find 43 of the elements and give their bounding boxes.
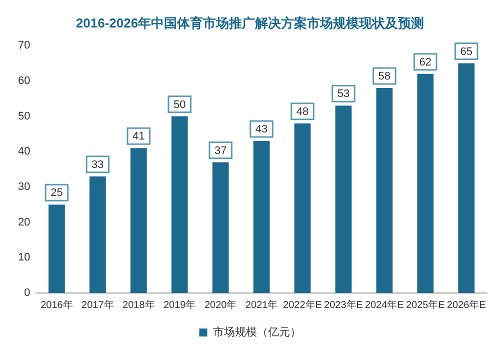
data-label: 41: [132, 130, 145, 143]
y-tick-label: 10: [18, 252, 30, 264]
data-label: 58: [378, 70, 391, 83]
y-tick-label: 20: [18, 216, 30, 228]
bar: [335, 106, 352, 293]
x-tick-label: 2018年: [122, 298, 155, 311]
bar: [48, 204, 65, 293]
bar: [171, 116, 188, 293]
x-tick-label: 2019年: [163, 298, 196, 311]
y-tick-label: 0: [24, 287, 30, 300]
x-tick-label: 2020年: [204, 298, 237, 311]
x-tick-label: 2016年: [40, 298, 73, 311]
data-label: 43: [255, 124, 268, 136]
y-tick-label: 30: [18, 181, 30, 194]
x-tick-label: 2024年E: [364, 298, 404, 311]
data-label: 25: [50, 187, 63, 200]
x-tick-label: 2023年E: [324, 298, 364, 311]
data-label: 48: [296, 106, 309, 118]
bar: [417, 74, 434, 293]
y-tick-label: 60: [18, 74, 30, 87]
data-label: 37: [214, 144, 227, 157]
data-label: 53: [337, 88, 350, 100]
bar: [294, 123, 311, 293]
bar: [89, 176, 106, 293]
bar: [458, 63, 475, 293]
x-tick-label: 2021年: [245, 298, 278, 311]
legend-label: 市场规模（亿元）: [212, 326, 301, 339]
x-tick-label: 2022年E: [283, 298, 322, 311]
chart-title: 2016-2026年中国体育市场推广解决方案市场规模现状及预测: [76, 15, 424, 30]
x-tick-label: 2017年: [82, 298, 114, 311]
y-tick-label: 40: [18, 146, 30, 158]
bar: [376, 88, 393, 293]
bar: [130, 148, 147, 293]
x-tick-label: 2025年E: [406, 298, 446, 311]
y-tick-label: 70: [18, 40, 30, 52]
y-tick-label: 50: [18, 110, 30, 122]
bar: [212, 162, 229, 293]
data-label: 50: [173, 98, 186, 111]
data-label: 62: [419, 56, 432, 68]
bar: [253, 141, 270, 293]
data-label: 65: [460, 46, 472, 58]
x-tick-label: 2026年E: [446, 298, 486, 311]
data-label: 33: [92, 158, 104, 171]
